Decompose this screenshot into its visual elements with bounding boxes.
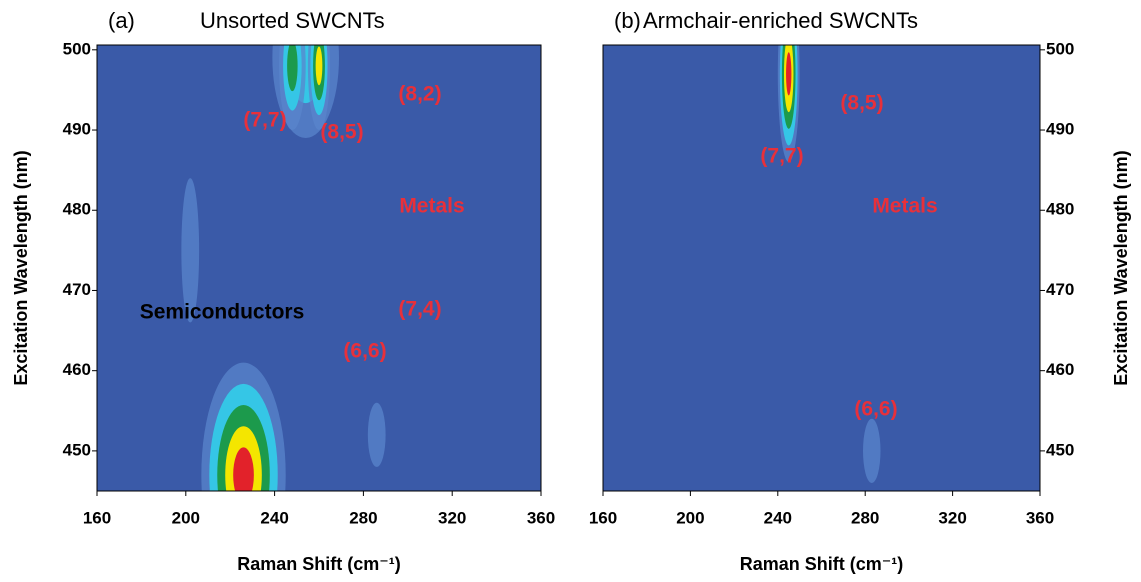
x-tick-label: 240 xyxy=(764,508,792,527)
y-tick-label: 480 xyxy=(63,200,91,219)
y-tick-label: 500 xyxy=(63,39,91,58)
y-tick-label: 450 xyxy=(1046,440,1074,459)
x-tick-label: 360 xyxy=(1026,508,1054,527)
x-tick-label: 200 xyxy=(172,508,200,527)
x-tick-label: 320 xyxy=(438,508,466,527)
annotation: (7,4) xyxy=(398,298,441,321)
contour-peak xyxy=(287,45,298,92)
panel-title: Unsorted SWCNTs xyxy=(200,8,385,33)
x-tick-label: 360 xyxy=(527,508,555,527)
y-tick-label: 470 xyxy=(63,280,91,299)
plot-frame xyxy=(96,44,542,492)
y-tick-label: 500 xyxy=(1046,39,1074,58)
panel-title: Armchair-enriched SWCNTs xyxy=(643,8,918,33)
annotation: Metals xyxy=(399,195,464,218)
x-tick-label: 320 xyxy=(938,508,966,527)
annotation: (8,2) xyxy=(398,83,441,106)
y-axis-label: Excitation Wavelength (nm) xyxy=(11,150,31,385)
annotation: Semiconductors xyxy=(140,301,305,324)
y-tick-label: 460 xyxy=(63,360,91,379)
contour-peak xyxy=(233,447,254,491)
contour-peak xyxy=(181,178,200,323)
plot-area xyxy=(97,45,541,491)
annotation: (8,5) xyxy=(320,121,363,144)
y-tick-label: 490 xyxy=(1046,120,1074,139)
panel-label: (a) xyxy=(108,8,135,33)
y-tick-label: 490 xyxy=(63,120,91,139)
x-tick-label: 280 xyxy=(349,508,377,527)
x-axis-label: Raman Shift (cm⁻¹) xyxy=(237,554,401,574)
contour-peak xyxy=(367,402,386,467)
x-tick-label: 200 xyxy=(676,508,704,527)
y-tick-label: 470 xyxy=(1046,280,1074,299)
annotation: (6,6) xyxy=(343,340,386,363)
y-axis-label: Excitation Wavelength (nm) xyxy=(1111,150,1131,385)
x-tick-label: 160 xyxy=(589,508,617,527)
plot-frame xyxy=(602,44,1041,492)
y-tick-label: 480 xyxy=(1046,200,1074,219)
plot-area xyxy=(603,45,1040,491)
x-tick-label: 280 xyxy=(851,508,879,527)
plot-background xyxy=(603,45,1040,491)
x-tick-label: 240 xyxy=(260,508,288,527)
y-tick-label: 450 xyxy=(63,440,91,459)
y-tick-label: 460 xyxy=(1046,360,1074,379)
annotation: (7,7) xyxy=(243,109,286,132)
x-tick-label: 160 xyxy=(83,508,111,527)
x-axis-label: Raman Shift (cm⁻¹) xyxy=(740,554,904,574)
contour-peak xyxy=(863,418,881,483)
annotation: (8,5) xyxy=(840,92,883,115)
contour-peak xyxy=(315,46,323,86)
annotation: (6,6) xyxy=(854,398,897,421)
panel-label: (b) xyxy=(614,8,641,33)
annotation: (7,7) xyxy=(760,145,803,168)
contour-peak xyxy=(786,52,792,96)
annotation: Metals xyxy=(872,195,937,218)
